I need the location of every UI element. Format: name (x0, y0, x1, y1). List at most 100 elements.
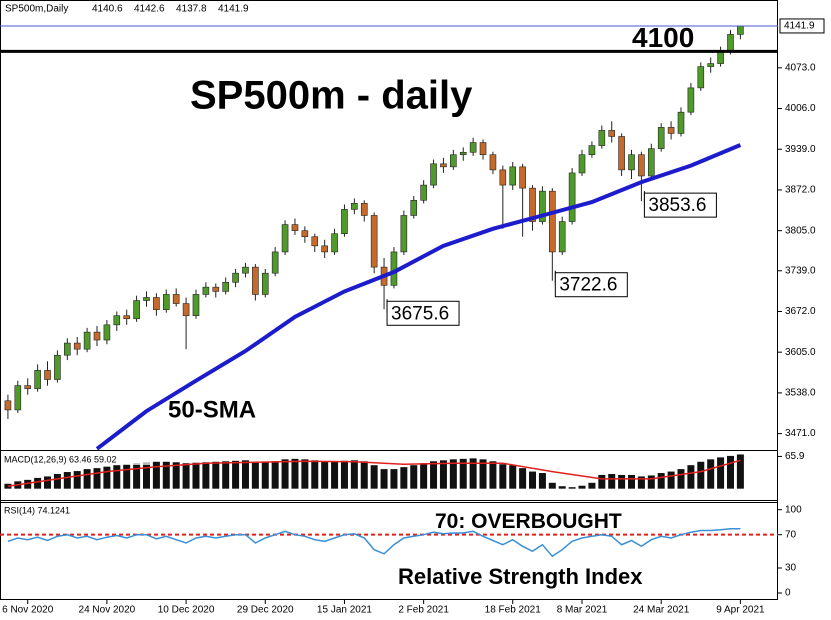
macd-bar (311, 460, 319, 489)
y-tick-label: 4073.0 (785, 62, 816, 73)
macd-bar (232, 460, 240, 489)
sma-label: 50-SMA (168, 396, 256, 423)
candle-body (172, 294, 180, 304)
macd-bar (53, 474, 61, 489)
callout-box (386, 300, 460, 326)
candle-body (440, 163, 447, 168)
candle-body (657, 127, 665, 149)
macd-bar (83, 469, 91, 489)
macd-bar (271, 461, 279, 489)
macd-bar (588, 482, 596, 489)
candle-body (54, 354, 61, 380)
macd-bar (667, 471, 675, 489)
y-tick-label: 3939.0 (785, 144, 816, 155)
macd-bar (628, 474, 636, 489)
x-tick-label: 2 Feb 2021 (398, 605, 449, 616)
chart-title: SP500m - daily (190, 74, 473, 118)
macd-bar (103, 466, 111, 489)
callout-label: 3675.6 (391, 303, 449, 324)
candle-body (578, 154, 586, 174)
macd-bar (113, 465, 121, 489)
candle-body (707, 63, 714, 67)
candle-body (192, 294, 200, 317)
candle-body (24, 385, 32, 389)
macd-bar (301, 459, 309, 489)
macd-bar (73, 471, 81, 489)
candle-body (321, 245, 328, 253)
candle-body (4, 400, 12, 411)
candle-body (519, 166, 526, 189)
x-tick-label: 10 Dec 2020 (158, 605, 215, 616)
candle-body (281, 224, 289, 253)
y-tick-label: 3805.0 (785, 225, 816, 236)
macd-bar (548, 482, 556, 489)
candle-body (370, 215, 378, 268)
y-tick-label: 30 (785, 563, 797, 574)
macd-bar (489, 461, 497, 489)
macd-bar (261, 461, 269, 489)
candle-body (113, 315, 121, 326)
macd-bar (608, 474, 616, 489)
callout-label: 3722.6 (559, 275, 617, 296)
callout-box (643, 192, 717, 218)
legend-ohlc: 4137.8 (176, 4, 207, 15)
candle-body (539, 190, 546, 222)
candle-body (558, 221, 566, 253)
macd-bar (360, 461, 368, 489)
macd-bar (459, 458, 467, 489)
current-price-box (779, 18, 825, 34)
macd-bar (331, 461, 339, 489)
macd-bar (241, 460, 249, 489)
macd-bar (202, 462, 210, 489)
callout-box (554, 272, 628, 298)
macd-bar (400, 467, 408, 489)
candle-body (588, 145, 596, 156)
candle-body (489, 154, 497, 171)
macd-bar (430, 461, 438, 489)
candle-body (459, 151, 467, 156)
macd-bar (212, 461, 220, 489)
macd-bar (707, 459, 715, 489)
y-tick-label: 4006.0 (785, 103, 816, 114)
macd-bar (340, 460, 348, 489)
candle-body (469, 142, 477, 153)
candle-body (331, 233, 338, 253)
x-tick-label: 24 Nov 2020 (79, 605, 136, 616)
macd-bar (717, 457, 725, 489)
legend-macd: MACD(12,26,9) 63.46 59.02 (4, 454, 117, 464)
rsi-line (7, 528, 741, 558)
legend-bg (2, 454, 152, 465)
legend-rsi: RSI(14) 74.1241 (4, 505, 70, 515)
candle-body (479, 142, 487, 156)
macd-bar (469, 458, 477, 489)
macd-bar (24, 479, 32, 489)
macd-bar (133, 463, 141, 489)
macd-bar (321, 461, 329, 489)
candle-body (202, 286, 210, 295)
candle-body (509, 166, 517, 186)
candle-body (351, 203, 358, 210)
y-tick-label: 3605.0 (785, 347, 816, 358)
candle-body (648, 148, 655, 177)
macd-bar (439, 460, 447, 489)
candle-body (420, 184, 427, 201)
macd-bar (618, 474, 626, 489)
macd-bar (519, 468, 527, 489)
signal-line (7, 459, 741, 487)
macd-bar (390, 469, 398, 489)
macd-bar (93, 468, 101, 489)
macd-bar (281, 459, 289, 489)
macd-bar (162, 461, 170, 489)
macd-bar (63, 472, 71, 489)
callout-label: 3853.6 (648, 195, 706, 216)
y-tick-label: 0 (785, 588, 791, 599)
candle-body (212, 286, 220, 292)
x-tick-label: 18 Feb 2021 (485, 605, 542, 616)
sma-line (95, 143, 742, 451)
legend-ohlc: 4142.6 (134, 4, 165, 15)
macd-bar (222, 461, 230, 489)
candle-body (301, 230, 309, 238)
candle-body (638, 154, 645, 177)
legend-ohlc: 4141.9 (218, 4, 249, 15)
